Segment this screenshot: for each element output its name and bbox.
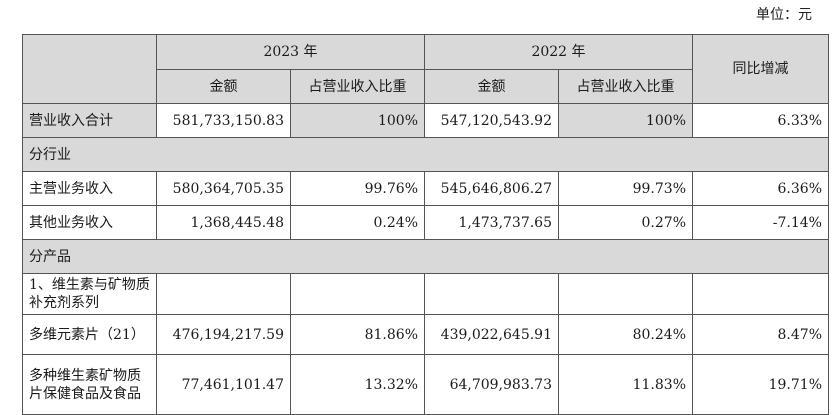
header-amount-2022: 金额 bbox=[424, 69, 559, 104]
table-row-total: 营业收入合计 581,733,150.83 100% 547,120,543.9… bbox=[22, 103, 829, 138]
amount-2022: 439,022,645.91 bbox=[424, 314, 559, 355]
ratio-2023: 81.86% bbox=[290, 314, 425, 355]
ratio-2023: 13.32% bbox=[290, 354, 425, 415]
change-value: 8.47% bbox=[692, 314, 829, 355]
table-row-multivit: 多维元素片（21） 476,194,217.59 81.86% 439,022,… bbox=[22, 314, 829, 355]
row-label: 主营业务收入 bbox=[22, 171, 157, 206]
table-row-health-food: 多种维生素矿物质片保健食品及食品 77,461,101.47 13.32% 64… bbox=[22, 354, 829, 415]
amount-2022: 545,646,806.27 bbox=[424, 171, 559, 206]
amount-2022: 547,120,543.92 bbox=[424, 103, 559, 138]
header-year-2023: 2023 年 bbox=[156, 34, 425, 70]
row-label: 1、维生素与矿物质补充剂系列 bbox=[22, 273, 157, 315]
header-amount-2023: 金额 bbox=[156, 69, 291, 104]
header-row-years: 2023 年 2022 年 同比增减 bbox=[22, 34, 829, 104]
row-label: 多维元素片（21） bbox=[22, 314, 157, 355]
table-row-main: 主营业务收入 580,364,705.35 99.76% 545,646,806… bbox=[22, 171, 829, 206]
change-value: -7.14% bbox=[692, 205, 829, 240]
empty-cell bbox=[558, 273, 693, 315]
amount-2023: 476,194,217.59 bbox=[156, 314, 291, 355]
change-value: 19.71% bbox=[692, 354, 829, 415]
ratio-2022: 100% bbox=[558, 103, 693, 138]
header-change: 同比增减 bbox=[692, 34, 829, 104]
change-value: 6.36% bbox=[692, 171, 829, 206]
header-year-2022: 2022 年 bbox=[424, 34, 693, 70]
ratio-2023: 99.76% bbox=[290, 171, 425, 206]
section-label: 分产品 bbox=[22, 239, 829, 274]
amount-2022: 1,473,737.65 bbox=[424, 205, 559, 240]
row-label: 其他业务收入 bbox=[22, 205, 157, 240]
ratio-2022: 80.24% bbox=[558, 314, 693, 355]
unit-label: 单位：元 bbox=[756, 7, 812, 23]
amount-2023: 581,733,150.83 bbox=[156, 103, 291, 138]
row-label: 多种维生素矿物质片保健食品及食品 bbox=[22, 354, 157, 415]
empty-cell bbox=[290, 273, 425, 315]
ratio-2023: 0.24% bbox=[290, 205, 425, 240]
ratio-2023: 100% bbox=[290, 103, 425, 138]
header-ratio-2022: 占营业收入比重 bbox=[558, 69, 693, 104]
empty-cell bbox=[156, 273, 291, 315]
section-row-product: 分产品 bbox=[22, 239, 829, 274]
table-row-other: 其他业务收入 1,368,445.48 0.24% 1,473,737.65 0… bbox=[22, 205, 829, 240]
row-label: 营业收入合计 bbox=[22, 103, 157, 138]
empty-cell bbox=[692, 273, 829, 315]
ratio-2022: 11.83% bbox=[558, 354, 693, 415]
table-row-vitamin-series: 1、维生素与矿物质补充剂系列 bbox=[22, 273, 829, 315]
amount-2022: 64,709,983.73 bbox=[424, 354, 559, 415]
empty-cell bbox=[424, 273, 559, 315]
header-blank-cell bbox=[22, 34, 157, 104]
section-label: 分行业 bbox=[22, 137, 829, 172]
amount-2023: 77,461,101.47 bbox=[156, 354, 291, 415]
header-ratio-2023: 占营业收入比重 bbox=[290, 69, 425, 104]
section-row-industry: 分行业 bbox=[22, 137, 829, 172]
ratio-2022: 99.73% bbox=[558, 171, 693, 206]
revenue-table: 2023 年 2022 年 同比增减 金额 占营业收入比重 金额 占营业收入比重… bbox=[22, 34, 829, 415]
amount-2023: 580,364,705.35 bbox=[156, 171, 291, 206]
change-value: 6.33% bbox=[692, 103, 829, 138]
header-row-columns: 金额 占营业收入比重 金额 占营业收入比重 bbox=[23, 69, 829, 104]
amount-2023: 1,368,445.48 bbox=[156, 205, 291, 240]
ratio-2022: 0.27% bbox=[558, 205, 693, 240]
